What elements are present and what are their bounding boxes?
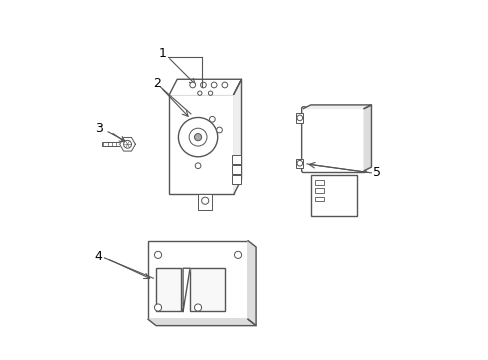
Circle shape	[123, 140, 131, 148]
Circle shape	[216, 127, 222, 133]
Text: 4: 4	[95, 250, 102, 263]
Circle shape	[154, 304, 162, 311]
Bar	[156, 268, 181, 311]
Bar	[310, 175, 356, 216]
Bar	[231, 165, 241, 174]
Polygon shape	[148, 319, 256, 325]
Polygon shape	[233, 79, 241, 194]
Polygon shape	[364, 105, 371, 171]
Circle shape	[154, 251, 162, 258]
Bar	[314, 188, 323, 193]
Text: 3: 3	[95, 122, 102, 135]
Bar	[148, 241, 247, 319]
Polygon shape	[183, 268, 190, 311]
Circle shape	[211, 82, 217, 88]
Circle shape	[194, 304, 201, 311]
Circle shape	[200, 82, 206, 88]
Circle shape	[194, 134, 201, 141]
Bar	[169, 94, 233, 194]
Circle shape	[296, 161, 302, 166]
Text: 1: 1	[158, 47, 166, 60]
Circle shape	[209, 116, 215, 122]
Circle shape	[195, 163, 201, 168]
Text: 2: 2	[153, 77, 161, 90]
Polygon shape	[303, 105, 371, 109]
Text: 5: 5	[373, 166, 381, 179]
Circle shape	[197, 91, 202, 95]
Bar	[198, 194, 212, 210]
Bar	[231, 175, 241, 184]
Circle shape	[178, 117, 217, 157]
Polygon shape	[169, 79, 241, 94]
Polygon shape	[120, 138, 135, 151]
Polygon shape	[247, 241, 256, 325]
Circle shape	[208, 91, 212, 95]
Bar	[314, 180, 323, 185]
Bar	[231, 155, 241, 164]
Bar	[102, 142, 121, 147]
Circle shape	[201, 197, 208, 204]
Circle shape	[222, 82, 227, 88]
Bar	[296, 159, 303, 168]
Circle shape	[296, 115, 302, 121]
Bar	[296, 113, 303, 122]
FancyBboxPatch shape	[301, 107, 365, 172]
Circle shape	[189, 128, 206, 146]
Circle shape	[234, 251, 241, 258]
Circle shape	[189, 82, 195, 88]
Bar	[314, 197, 323, 202]
Bar	[190, 268, 224, 311]
